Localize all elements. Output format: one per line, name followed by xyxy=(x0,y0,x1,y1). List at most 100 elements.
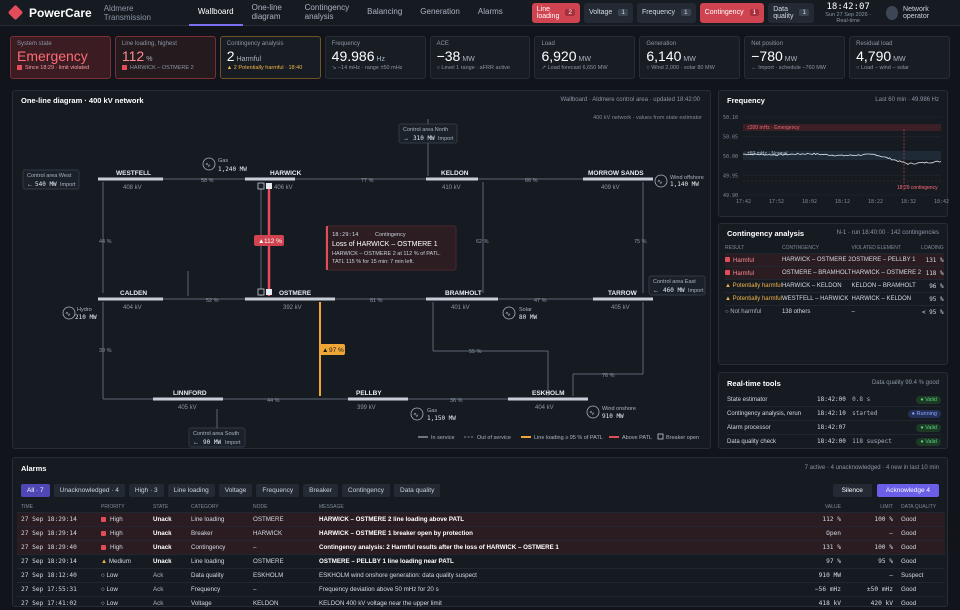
alarm-row[interactable]: 27 Sep 18:29:40 High Unack Contingency –… xyxy=(17,541,945,555)
contingency-row[interactable]: ○ Not harmful 138 others – < 95 % xyxy=(725,306,944,319)
filter-high[interactable]: High · 3 xyxy=(129,484,164,497)
gen-wind-offshore[interactable]: ∿ Wind offshore 1,140 MW xyxy=(655,175,704,188)
alarm-time: 27 Sep 18:29:14 xyxy=(17,513,97,527)
line-loading-label: 66 % xyxy=(525,178,538,184)
gen-hydro[interactable]: ∿ Hydro 210 MW xyxy=(63,307,97,321)
alarm-node: – xyxy=(249,541,315,555)
kpi-foot: ↗ Load forecast 6,650 MW xyxy=(541,65,628,71)
app-subtitle: Aldmere Transmission xyxy=(104,4,171,22)
result-text: Potentially harmful xyxy=(733,283,782,289)
acknowledge-button[interactable]: Acknowledge 4 xyxy=(877,484,939,497)
silence-button[interactable]: Silence xyxy=(833,484,872,497)
breaker-closed[interactable] xyxy=(266,183,272,189)
filter-unacknowledged[interactable]: Unacknowledged · 4 xyxy=(54,484,125,497)
nav-contingency-analysis[interactable]: Contingency analysis xyxy=(296,0,358,26)
contingency-panel: Contingency analysis N-1 · run 18:40:00 … xyxy=(718,223,948,365)
kpi-foot: ▲ 2 Potentially harmful · 18:40 xyxy=(227,65,314,71)
kpi-label: Contingency analysis xyxy=(227,41,314,47)
breaker-open[interactable] xyxy=(258,289,264,295)
alarm-data-quality: Good xyxy=(897,555,945,569)
alarm-row[interactable]: 27 Sep 17:55:31 ○ Low Ack Frequency – Fr… xyxy=(17,583,945,597)
line-loading-label: 81 % xyxy=(370,298,383,304)
alarm-row[interactable]: 27 Sep 18:29:14 High Unack Breaker HARWI… xyxy=(17,527,945,541)
alarm-time: 27 Sep 17:55:31 xyxy=(17,583,97,597)
tool-row[interactable]: Data quality check 18:42:00 118 suspect … xyxy=(727,435,941,449)
gen-gas-harwick[interactable]: ∿ Gas 1,240 MW xyxy=(203,158,247,173)
filter-voltage[interactable]: Voltage xyxy=(219,484,253,497)
tool-row[interactable]: Contingency analysis, rerun 18:42:10 sta… xyxy=(727,407,941,421)
result-text: Not harmful xyxy=(730,309,761,315)
callout-tag: Contingency xyxy=(375,232,406,238)
kpi-unit: MW xyxy=(579,56,591,63)
alarm-time: 27 Sep 18:29:40 xyxy=(17,541,97,555)
kpi-foot: ○ Wind 2,000 · solar 80 MW xyxy=(646,65,733,71)
contingency-row[interactable]: Harmful HARWICK – OSTMERE 2 OSTMERE – PE… xyxy=(725,254,944,267)
alarm-data-quality: Good xyxy=(897,527,945,541)
filter-contingency[interactable]: Contingency xyxy=(342,484,390,497)
contingency-callout[interactable]: 18:29:14 · Contingency Loss of HARWICK –… xyxy=(326,226,456,270)
result-text: Harmful xyxy=(733,271,754,277)
kpi-number: 112 xyxy=(122,48,144,64)
kpi-label: Frequency xyxy=(332,41,419,47)
filter-data-quality[interactable]: Data quality xyxy=(394,484,440,497)
area-value: 90 MW xyxy=(203,439,221,446)
alarm-row[interactable]: 27 Sep 18:12:40 ○ Low Ack Data quality E… xyxy=(17,569,945,583)
alarm-actions: Silence Acknowledge 4 xyxy=(828,484,939,497)
frequency-panel: Frequency Last 60 min · 49.986 Hz ±200 m… xyxy=(718,90,948,217)
filter-line-loading[interactable]: Line loading xyxy=(168,484,215,497)
tool-time: 18:42:00 xyxy=(817,393,852,407)
contingency-row[interactable]: Harmful OSTMERE – BRAMHOLT HARWICK – OST… xyxy=(725,267,944,280)
alarm-node: – xyxy=(249,583,315,597)
kpi-system-state[interactable]: System state Emergency Since 18:29 · lim… xyxy=(10,36,111,79)
nav-alarms[interactable]: Alarms xyxy=(469,0,512,26)
kpi-line-loading[interactable]: Line loading, highest 112% HARWICK – OST… xyxy=(115,36,216,79)
nav-one-line-diagram[interactable]: One-line diagram xyxy=(243,0,296,26)
gen-name: Solar xyxy=(519,307,532,313)
gen-gas-pellby[interactable]: ∿ Gas 1,150 MW xyxy=(411,408,456,422)
tool-row[interactable]: Alarm processor 18:42:07 ● Valid xyxy=(727,421,941,435)
col-result: RESULT xyxy=(725,243,782,254)
nav-balancing[interactable]: Balancing xyxy=(358,0,411,26)
status-text: Valid xyxy=(925,425,937,431)
tool-extra: 0.8 s xyxy=(852,393,900,407)
area-north[interactable]: Control area North → 310 MW Import xyxy=(399,124,457,143)
filter-frequency[interactable]: Frequency xyxy=(256,484,299,497)
contingency-row[interactable]: ▲ Potentially harmful WESTFELL – HARWICK… xyxy=(725,293,944,306)
user-menu[interactable]: Network operator xyxy=(886,6,948,20)
app-logo[interactable]: PowerCare xyxy=(10,6,92,20)
bus-label: LINNFORD xyxy=(173,390,207,397)
breaker-closed[interactable] xyxy=(266,289,272,295)
area-east[interactable]: Control area East ← 460 MW Import xyxy=(649,276,705,295)
gen-name: Gas xyxy=(427,408,437,414)
col-time: TIME xyxy=(17,502,97,513)
tool-row[interactable]: State estimator 18:42:00 0.8 s ● Valid xyxy=(727,393,941,407)
nav-wallboard[interactable]: Wallboard xyxy=(189,0,243,26)
breaker-open[interactable] xyxy=(258,183,264,189)
alarm-row[interactable]: 27 Sep 18:29:14 High Unack Line loading … xyxy=(17,513,945,527)
contingency-row[interactable]: ▲ Potentially harmful HARWICK – KELDON K… xyxy=(725,280,944,293)
alarm-row[interactable]: 27 Sep 17:41:02 ○ Low Ack Voltage KELDON… xyxy=(17,597,945,610)
gen-wind-onshore[interactable]: ∿ Wind onshore 910 MW xyxy=(587,406,636,420)
area-south[interactable]: Control area South ← 90 MW Import xyxy=(189,428,245,447)
alarm-row[interactable]: 27 Sep 18:29:14 ▲ Medium Unack Line load… xyxy=(17,555,945,569)
nav-generation[interactable]: Generation xyxy=(411,0,469,26)
gen-solar[interactable]: ∿ Solar 80 MW xyxy=(503,307,537,321)
near-limit-value: 97 % xyxy=(329,347,344,354)
filter-all[interactable]: All · 7 xyxy=(21,484,50,497)
tool-name: State estimator xyxy=(727,393,817,407)
kpi-foot-text: Import · schedule −760 MW xyxy=(758,65,826,71)
filter-breaker[interactable]: Breaker xyxy=(303,484,338,497)
area-west[interactable]: Control area West ← 540 MW Import xyxy=(23,170,79,189)
